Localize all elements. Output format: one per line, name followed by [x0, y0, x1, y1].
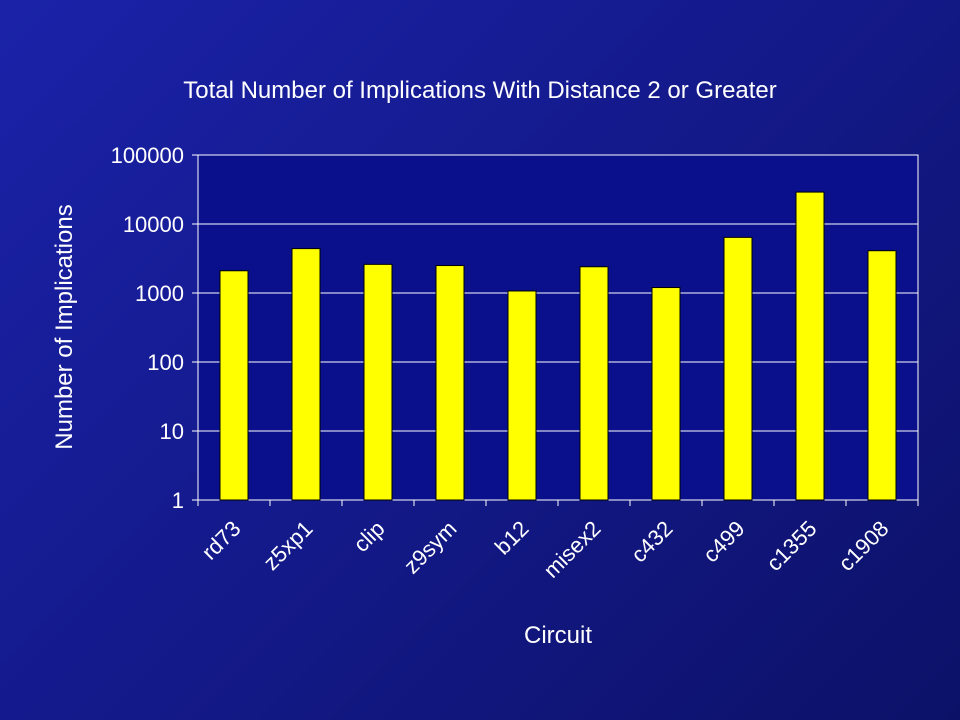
bar-c432 — [651, 287, 681, 501]
bar-z5xp1 — [291, 248, 321, 501]
bar-misex2 — [579, 266, 609, 501]
x-tick-label: z9sym — [399, 516, 462, 579]
bar-rd73 — [219, 270, 249, 501]
x-tick-label: clip — [349, 516, 390, 557]
bar-c499 — [723, 236, 753, 501]
bar-clip — [363, 263, 393, 501]
y-axis-label: Number of Implications — [51, 204, 78, 449]
y-tick-label: 10 — [160, 419, 184, 444]
x-axis-ticks: rd73 z5xp1 clip z9sym b12 misex2 c432 c499 c1355… — [197, 500, 919, 583]
x-tick-label: z5xp1 — [258, 516, 317, 575]
x-tick-label: rd73 — [197, 516, 246, 565]
x-tick-label: b12 — [490, 516, 534, 560]
bar-c1355 — [795, 191, 825, 501]
bar-b12 — [507, 290, 537, 501]
x-tick-label: misex2 — [539, 516, 606, 583]
y-tick-label: 1000 — [135, 281, 184, 306]
y-tick-label: 1 — [172, 488, 184, 513]
y-tick-label: 100000 — [111, 143, 184, 168]
x-tick-label: c1355 — [761, 516, 821, 576]
y-axis-ticks: 1 10 100 1000 10000 100000 — [111, 143, 198, 513]
chart-title: Total Number of Implications With Distan… — [183, 77, 777, 104]
y-tick-label: 10000 — [123, 212, 184, 237]
x-tick-label: c1908 — [833, 516, 893, 576]
x-tick-label: c499 — [698, 516, 749, 567]
bar-c1908 — [867, 250, 897, 501]
bar-z9sym — [435, 265, 465, 501]
bars — [219, 191, 897, 501]
x-tick-label: c432 — [626, 516, 677, 567]
x-axis-label: Circuit — [524, 622, 592, 649]
y-tick-label: 100 — [147, 350, 184, 375]
